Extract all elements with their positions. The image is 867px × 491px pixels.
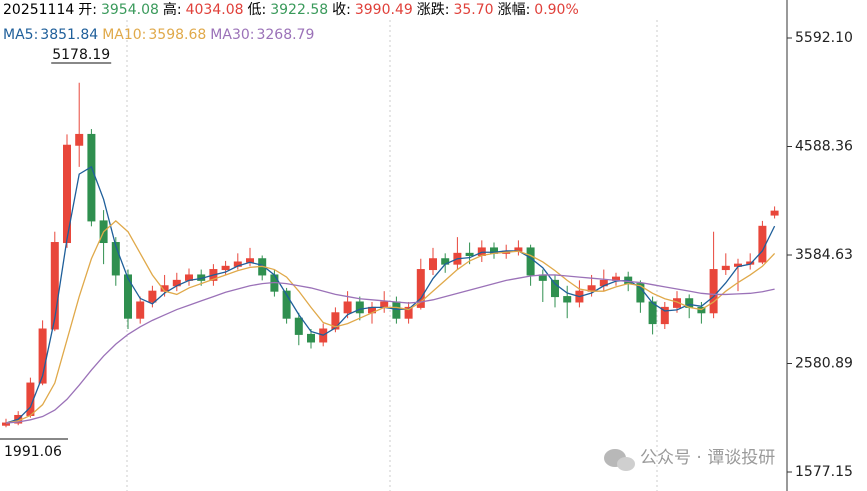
info-value: 3954.08: [100, 2, 159, 18]
candle-body: [380, 301, 389, 308]
info-value: 35.70: [453, 2, 494, 18]
info-value: 3922.58: [270, 2, 329, 18]
candle-body: [429, 258, 437, 271]
y-tick-label: 2580.89: [795, 355, 853, 371]
legend-name: MA5:: [3, 27, 39, 43]
y-tick-label: 5592.10: [795, 30, 853, 46]
info-value: 3990.49: [354, 2, 413, 18]
min-label: 1991.06: [4, 444, 62, 460]
candle-body: [111, 242, 120, 276]
date: 20251114: [3, 2, 75, 18]
candle-body: [294, 317, 303, 335]
candle-body: [770, 210, 779, 216]
info-label: 涨跌:: [416, 2, 450, 18]
max-label: 5178.19: [52, 47, 110, 63]
y-tick-label: 1577.15: [795, 464, 853, 480]
candle-body: [87, 133, 96, 222]
legend-value: 3268.79: [256, 27, 315, 43]
candle-body: [50, 242, 59, 330]
candle-body: [404, 306, 413, 319]
info-label: 收:: [332, 2, 351, 18]
legend: MA5: 3851.84 MA10: 3598.68 MA30: 3268.79: [3, 27, 318, 43]
ma-line: [5, 165, 776, 424]
candle-body: [221, 265, 230, 271]
candle-body: [148, 290, 157, 303]
info-label: 涨幅:: [497, 2, 531, 18]
candle-body: [124, 274, 132, 319]
wechat-icon: [604, 449, 635, 471]
info-label: 开:: [78, 2, 97, 18]
candle-body: [343, 301, 352, 314]
y-tick-label: 3584.63: [795, 247, 853, 263]
legend-name: MA10:: [102, 27, 147, 43]
candle-body: [307, 333, 315, 343]
info-value: 0.90%: [534, 2, 579, 18]
candle-body: [465, 252, 474, 256]
candle-body: [282, 290, 291, 319]
candle-body: [38, 328, 47, 384]
info-row: 20251114 开: 3954.08 高: 4034.08 低: 3922.58 收: 399…: [3, 0, 583, 19]
candle-body: [758, 225, 767, 263]
candle-body: [551, 279, 559, 298]
candle-body: [721, 265, 730, 271]
info-label: 低:: [247, 2, 267, 18]
candle-body: [75, 133, 84, 146]
info-value: 4034.08: [185, 2, 244, 18]
legend-name: MA30:: [210, 27, 255, 43]
candle-body: [709, 269, 718, 314]
candle-body: [136, 301, 145, 319]
candle-body: [355, 301, 364, 314]
candle-body: [563, 296, 572, 303]
candle-body: [331, 312, 340, 330]
candle-body: [660, 306, 669, 325]
watermark: 公众号 · 谭谈投研: [640, 448, 775, 468]
legend-value: 3851.84: [40, 27, 99, 43]
candle-body: [416, 269, 425, 308]
ma-line: [5, 274, 775, 424]
candle-body: [648, 301, 657, 325]
candle-body: [392, 301, 401, 319]
y-tick-label: 4588.36: [795, 139, 853, 155]
candle-body: [526, 247, 535, 276]
info-label: 高:: [162, 2, 182, 18]
candle-body: [246, 258, 254, 263]
legend-value: 3598.68: [148, 27, 207, 43]
ma-line: [5, 220, 776, 424]
